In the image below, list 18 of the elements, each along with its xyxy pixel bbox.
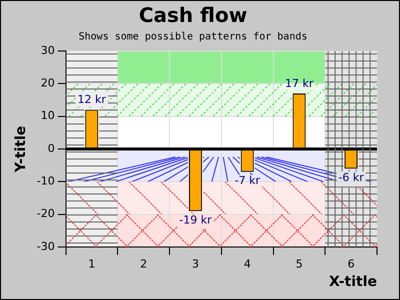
x-tick-label: 2 [140,257,148,270]
y-tick-label: -30 [36,240,55,253]
x-axis-title: X-title [329,274,377,290]
y-tick-label: 10 [40,109,55,122]
x-tick-label: 6 [348,257,355,270]
x-tick-label: 5 [296,257,303,270]
chart-subtitle: Shows some possible patterns for bands [78,32,308,43]
data-label: -7 kr [234,174,260,188]
y-tick-label: -10 [36,174,55,188]
x-tick-label: 4 [244,257,251,270]
y-axis-title: Y-title [13,126,30,174]
y-tick-label: -20 [36,207,55,220]
x-tick-label: 1 [88,257,96,270]
y-tick-label: 30 [40,44,55,57]
x-tick-label: 3 [192,257,199,270]
y-tick-label: 20 [40,76,55,90]
y-tick-label: 0 [48,142,55,155]
chart-title: Cash flow [138,3,248,28]
